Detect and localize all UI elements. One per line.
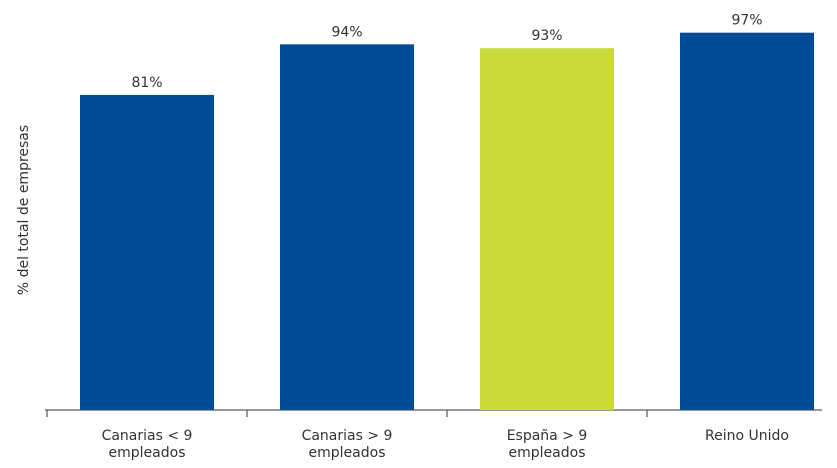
value-label: 94%: [331, 24, 362, 40]
value-label: 81%: [131, 75, 162, 91]
bar: [680, 32, 814, 411]
bar: [480, 48, 614, 410]
x-tick-label: Canarias < 9 empleados: [101, 428, 193, 461]
x-tick-label: España > 9 empleados: [506, 428, 588, 461]
value-label: 93%: [531, 28, 562, 44]
bar: [280, 44, 414, 411]
x-tick-label: Reino Unido: [705, 428, 789, 444]
x-tick-label: Canarias > 9 empleados: [301, 428, 393, 461]
y-axis-label: % del total de empresas: [16, 125, 32, 295]
value-label: 97%: [731, 13, 762, 29]
bar: [80, 94, 214, 410]
